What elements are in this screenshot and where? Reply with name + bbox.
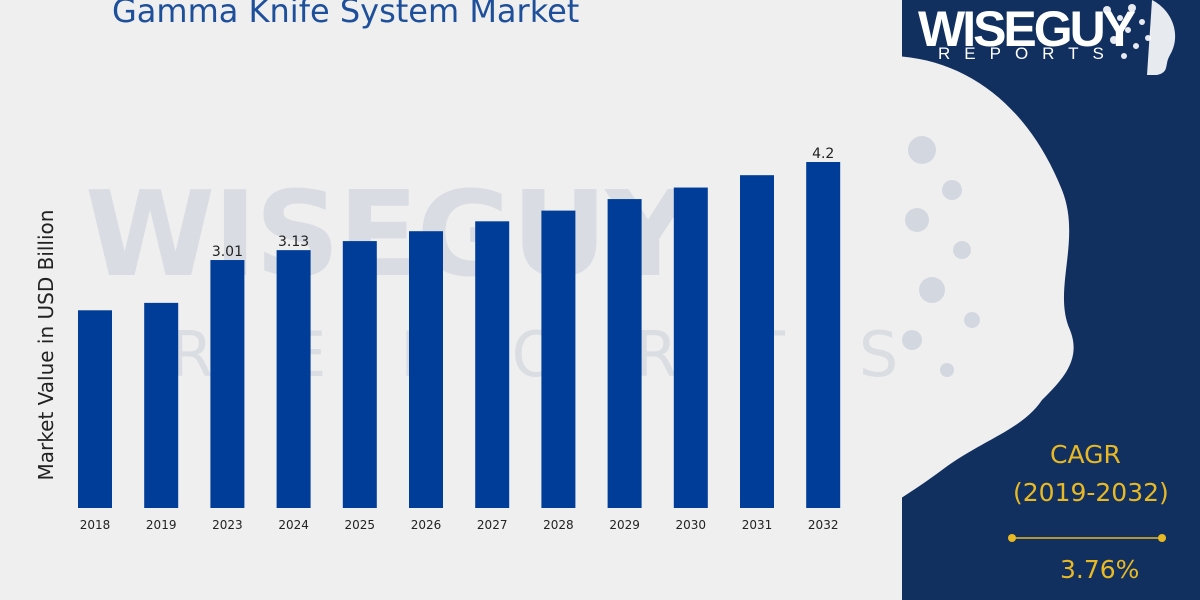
x-tick-label: 2029 (609, 518, 640, 532)
head-silhouette-graphic (902, 0, 1176, 542)
bar-chart: 2018 2019 2023 3.01 2024 3.13 2025 2026 2027 2028… (78, 146, 841, 532)
side-panel (902, 0, 1200, 600)
x-tick-label: 2030 (676, 518, 707, 532)
x-tick-label: 2027 (477, 518, 508, 532)
bar-2026 (409, 231, 443, 508)
x-tick-label: 2019 (146, 518, 177, 532)
chart-title: Gamma Knife System Market (112, 0, 580, 30)
data-label: 4.2 (812, 146, 834, 162)
x-tick-label: 2031 (742, 518, 773, 532)
cagr-label: CAGR (1050, 440, 1121, 469)
bar-2025 (342, 241, 377, 509)
x-tick-label: 2025 (345, 518, 376, 532)
bar-2023 (210, 260, 245, 508)
x-tick-label: 2028 (543, 518, 574, 532)
bar-2018 (78, 310, 112, 508)
bar-2031 (740, 175, 774, 508)
bar-2032 (806, 162, 841, 508)
x-tick-label: 2023 (212, 518, 243, 532)
x-tick-label: 2018 (80, 518, 111, 532)
x-tick-label: 2032 (808, 518, 839, 532)
y-axis-label: Market Value in USD Billion (34, 209, 58, 481)
data-label: 3.01 (212, 244, 243, 260)
data-label: 3.13 (278, 234, 309, 250)
bar-2029 (607, 199, 642, 509)
brand-tagline: REPORTS (938, 44, 1118, 63)
cagr-period: (2019-2032) (1013, 478, 1169, 507)
bar-2027 (475, 221, 510, 509)
x-tick-label: 2024 (278, 518, 309, 532)
bar-2028 (541, 210, 576, 508)
bar-2019 (144, 302, 179, 508)
bar-2024 (276, 250, 311, 508)
x-tick-label: 2026 (411, 518, 442, 532)
bar-2030 (673, 187, 708, 509)
watermark-logo: WISEGUY (85, 165, 691, 303)
cagr-value: 3.76% (1060, 555, 1140, 584)
brand-logo: WISEGUY (918, 1, 1136, 57)
